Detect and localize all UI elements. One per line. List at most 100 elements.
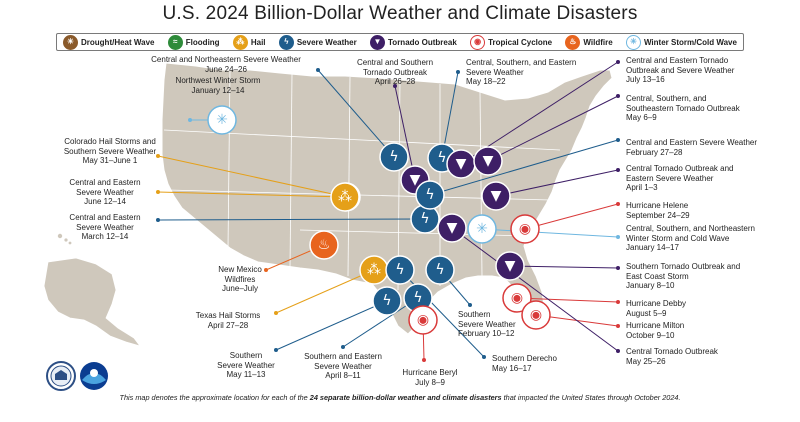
legend-label: Wildfire	[583, 37, 613, 47]
legend-label: Hail	[250, 37, 266, 47]
legend-label: Winter Storm/Cold Wave	[643, 37, 737, 47]
legend-label: Tornado Outbreak	[388, 37, 457, 47]
event-icon-tornado: ▼	[495, 251, 525, 281]
event-name: Central and Eastern Tornado	[626, 56, 729, 65]
leader-line	[495, 169, 619, 197]
event-icon-cyclone: ◉	[408, 305, 438, 335]
event-dates: February 10–12	[458, 329, 515, 338]
leader-line	[509, 265, 619, 269]
leader-endpoint	[616, 300, 620, 304]
event-dates: May 16–17	[492, 363, 532, 373]
leader-endpoint	[616, 94, 620, 98]
leader-endpoint	[616, 60, 620, 64]
event-icon-tornado: ▼	[473, 146, 503, 176]
event-dates: July 13–16	[626, 75, 665, 84]
leader-endpoint	[264, 268, 268, 272]
event-name: Severe Weather	[458, 319, 516, 329]
event-dates: September 24–29	[626, 210, 690, 220]
event-label: Hurricane Beryl July 8–9	[402, 368, 457, 387]
event-name: Central and Eastern Severe Weather	[626, 138, 758, 147]
event-icon-glyph: ϟ	[413, 290, 422, 306]
event-dates: April 8–11	[325, 371, 361, 380]
legend-item-wildfire: ♨ Wildfire	[565, 34, 613, 50]
event-icons: ✳⁂⁂ϟϟ▼ϟ▼▼ϟ▼◉✳▼◉◉▼♨⁂ϟϟ◉ϟϟ	[207, 105, 551, 335]
event-label: New Mexico Wildfires June–July	[218, 265, 262, 294]
event-label: Southern and Eastern Severe Weather April …	[304, 352, 382, 381]
event-label: Hurricane Milton October 9–10	[626, 321, 684, 340]
event-icon-glyph: ◉	[417, 312, 429, 328]
event-icon-tornado: ▼	[481, 181, 511, 211]
leader-endpoint	[482, 355, 486, 359]
event-icon-severe: ϟ	[415, 180, 445, 210]
event-name: Severe Weather	[76, 222, 134, 232]
event-icon-winter: ✳	[207, 105, 237, 135]
event-icon-glyph: ▼	[447, 220, 458, 236]
event-dates: February 27–28	[626, 147, 683, 157]
fire-icon: ♨	[565, 34, 581, 50]
event-name: Central Tornado Outbreak	[626, 347, 718, 356]
event-icon-glyph: ϟ	[435, 262, 444, 278]
event-icon-glyph: ✳	[216, 112, 228, 128]
footer-note: This map denotes the approximate locatio…	[119, 393, 681, 402]
leader-line	[342, 297, 419, 348]
event-dates: August 5–9	[626, 308, 667, 318]
event-icon-cyclone: ◉	[521, 300, 551, 330]
event-icon-glyph: ϟ	[425, 187, 434, 203]
leader-line	[275, 269, 375, 314]
event-dates: April 1–3	[626, 183, 658, 192]
leader-line	[157, 155, 347, 198]
event-label: Central, Southern, and Eastern Severe Wea…	[466, 58, 576, 87]
legend-item-winter: ✳ Winter Storm/Cold Wave	[625, 34, 737, 50]
event-dates: April 26–28	[374, 77, 416, 86]
event-name: Central and Eastern	[69, 178, 141, 187]
event-name: Southern	[458, 310, 491, 319]
legend-label: Severe Weather	[296, 37, 357, 47]
event-icon-hail: ⁂	[359, 255, 389, 285]
leader-line	[451, 227, 619, 352]
leader-endpoint	[341, 345, 345, 349]
event-label: Central and Eastern Severe Weather March 1…	[69, 213, 140, 242]
event-name: Hurricane Milton	[626, 321, 685, 330]
event-name: Central Tornado Outbreak and	[626, 164, 734, 173]
event-icon-glyph: ϟ	[420, 211, 429, 227]
leader-endpoint	[156, 218, 160, 222]
event-icon-glyph: ϟ	[437, 150, 446, 166]
leader-line	[394, 85, 416, 181]
legend-item-drought: ☀ Drought/Heat Wave	[63, 34, 155, 50]
event-icon-wildfire: ♨	[309, 230, 339, 260]
leader-line	[481, 228, 619, 238]
event-name: Tornado Outbreak	[362, 67, 428, 77]
event-name: Southern	[229, 351, 263, 360]
event-name: Southern and Eastern	[304, 352, 382, 361]
event-icon-severe: ϟ	[379, 142, 409, 172]
event-name: Severe Weather	[466, 67, 524, 77]
legend-item-hail: ⁂ Hail	[232, 34, 266, 50]
event-name: Hurricane Helene	[626, 201, 689, 210]
event-label: Southern Severe Weather May 11–13	[217, 351, 275, 380]
event-label: Central and Eastern Severe Weather June 12…	[69, 178, 140, 207]
leader-endpoint	[616, 266, 620, 270]
leader-endpoint	[616, 202, 620, 206]
event-icon-severe: ϟ	[410, 204, 440, 234]
doc-seal	[46, 361, 76, 391]
event-label: Central and Eastern Severe Weather Februa…	[626, 138, 757, 157]
event-icon-glyph: ▼	[505, 258, 516, 274]
event-icon-glyph: ϟ	[389, 149, 398, 165]
event-name: Central, Southern, and	[626, 94, 707, 103]
leader-endpoint	[456, 70, 460, 74]
legend-item-tornado: ▼ Tornado Outbreak	[370, 34, 457, 50]
event-name: East Coast Storm	[626, 271, 689, 281]
event-dates: May 18–22	[466, 77, 506, 86]
cyclone-icon: ◉	[470, 34, 486, 50]
event-icon-glyph: ◉	[519, 221, 531, 237]
leader-endpoint	[393, 84, 397, 88]
sun-icon: ☀	[63, 34, 78, 50]
event-label: Hurricane Helene September 24–29	[626, 201, 690, 220]
event-name: Severe Weather	[76, 187, 134, 197]
leader-line	[487, 95, 619, 162]
leader-endpoint	[274, 311, 278, 315]
event-dates: March 12–14	[81, 232, 129, 241]
leader-line	[516, 297, 619, 303]
leader-endpoint	[156, 154, 160, 158]
